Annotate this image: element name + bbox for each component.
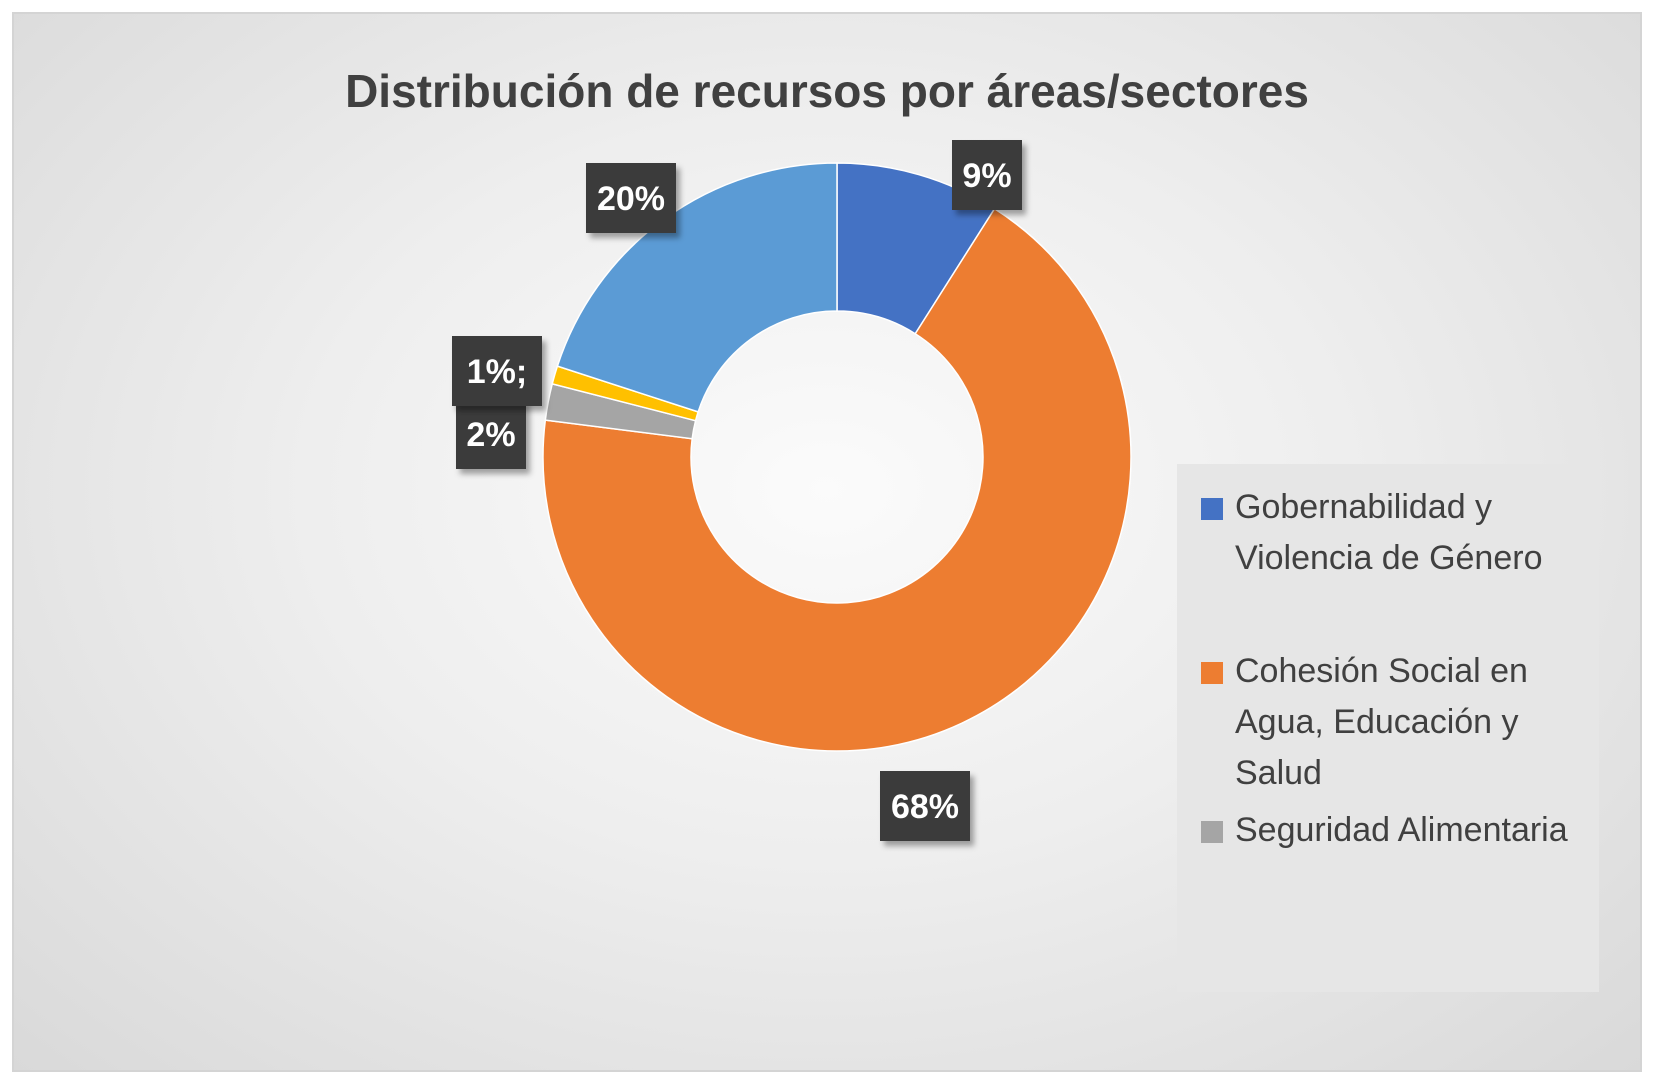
data-label-text: 9% (962, 157, 1011, 195)
donut-slice-cohesion-social-en-agua-educacion-y-salud (542, 207, 1132, 752)
data-label-box (952, 140, 1022, 210)
donut-chart: 9% 68% 2% 1%; 20% (452, 140, 1132, 841)
data-label-5: 20% (586, 163, 676, 233)
data-label-box (452, 336, 542, 406)
data-label-box (586, 163, 676, 233)
data-label-box (456, 399, 526, 469)
data-label-4: 1%; (452, 336, 542, 406)
legend-label: Seguridad Alimentaria (1235, 811, 1568, 849)
data-label-1: 9% (952, 140, 1022, 210)
donut-slice-segment (556, 162, 838, 413)
legend-item-seguridad-alimentaria: Seguridad Alimentaria (1201, 805, 1585, 856)
chart-area: Distribución de recursos por áreas/secto… (12, 12, 1642, 1072)
data-label-text: 68% (891, 788, 959, 826)
data-label-text: 20% (597, 180, 665, 218)
data-label-3: 2% (456, 399, 526, 469)
legend: Gobernabilidad y Violencia de Género Cohe… (1177, 464, 1599, 992)
legend-swatch (1201, 498, 1223, 520)
legend-label: Cohesión Social en Agua, Educación y Sal… (1235, 652, 1528, 792)
legend-item-gobernabilidad-y-violencia-de-genero: Gobernabilidad y Violencia de Género (1201, 482, 1585, 584)
legend-swatch (1201, 821, 1223, 843)
data-label-text: 2% (466, 416, 515, 454)
legend-item-cohesion-social-en-agua-educacion-y-salud: Cohesión Social en Agua, Educación y Sal… (1201, 646, 1585, 799)
legend-label: Gobernabilidad y Violencia de Género (1235, 488, 1543, 577)
chart-title: Distribución de recursos por áreas/secto… (345, 65, 1309, 117)
data-label-2: 68% (880, 771, 970, 841)
legend-swatch (1201, 662, 1223, 684)
data-label-text: 1%; (467, 353, 527, 391)
data-label-box (880, 771, 970, 841)
